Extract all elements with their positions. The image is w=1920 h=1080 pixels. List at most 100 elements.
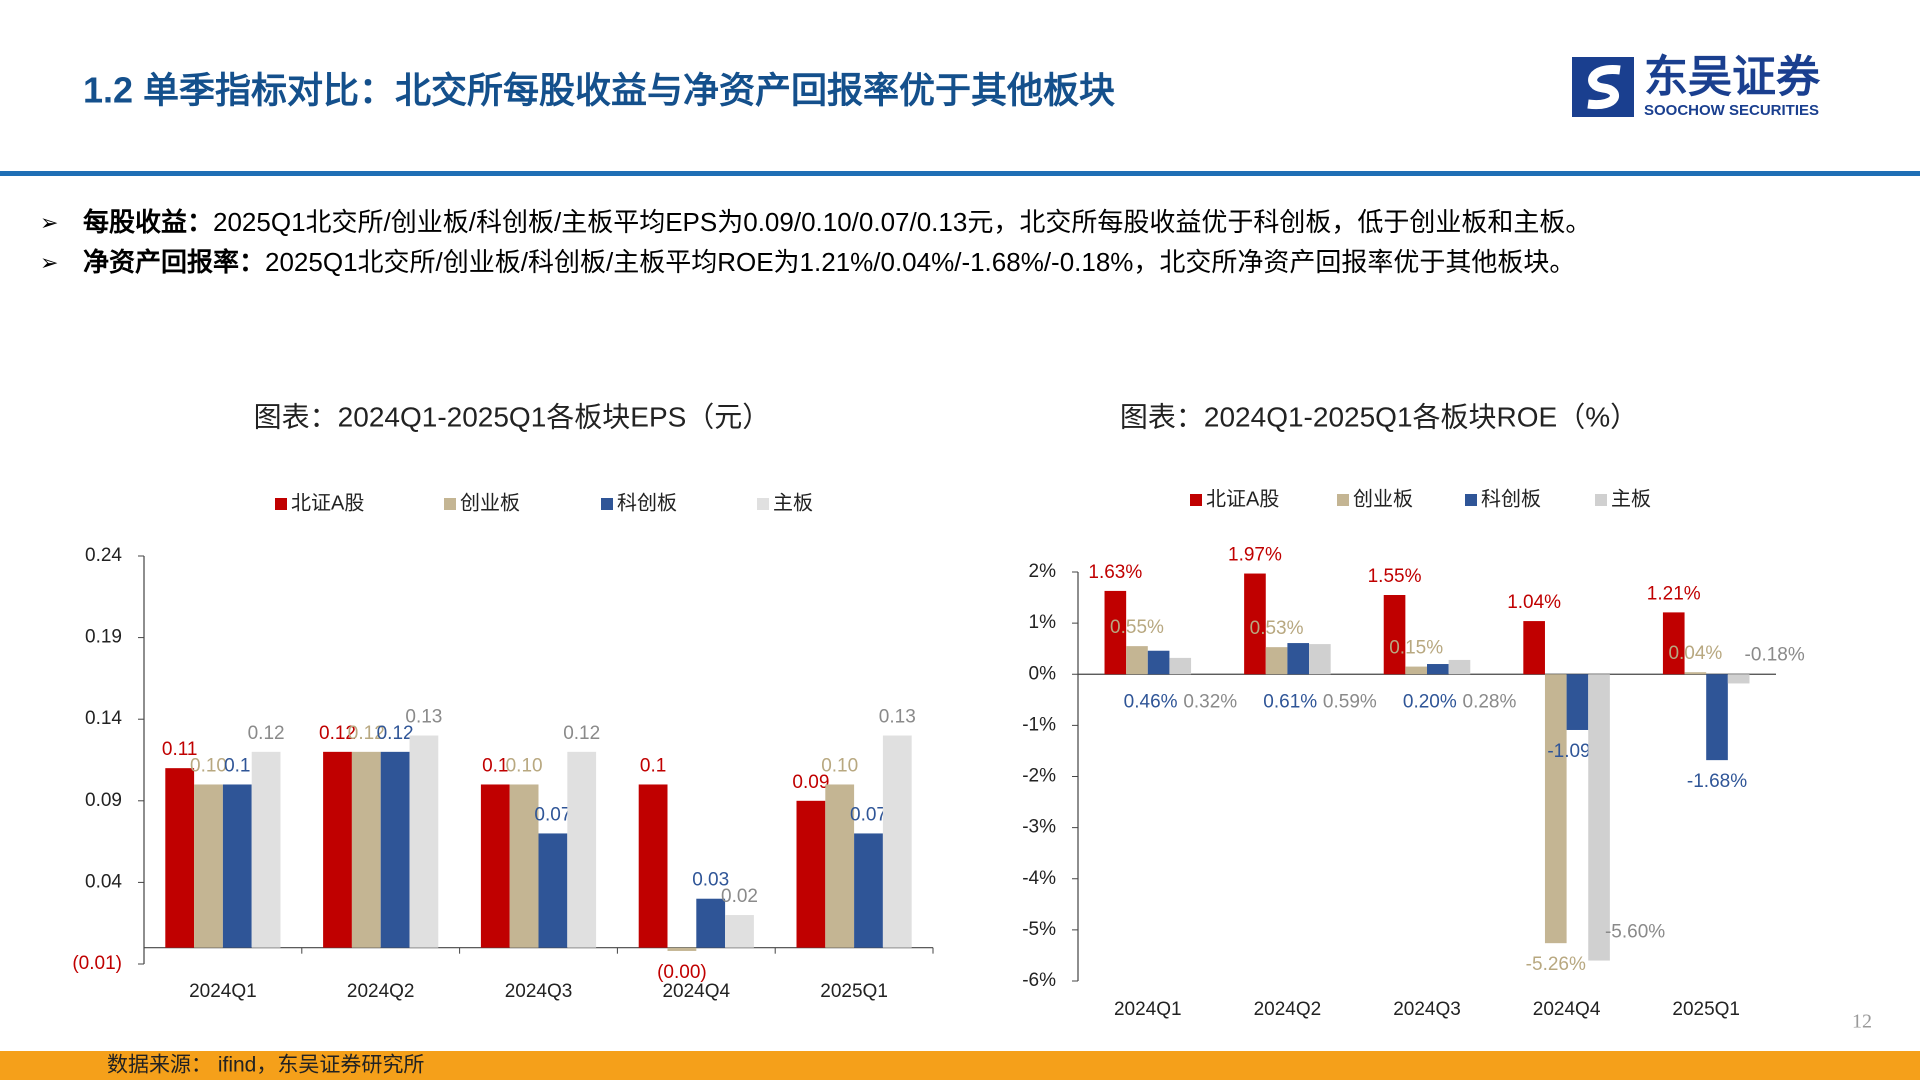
value-label: 0.12 (377, 723, 414, 744)
legend-swatch (601, 498, 613, 510)
value-label: 0.1 (224, 755, 250, 776)
bar (725, 915, 754, 948)
page-number: 12 (1852, 1011, 1872, 1033)
bar (1662, 612, 1685, 675)
x-tick-label: 2024Q2 (347, 981, 415, 1002)
value-label: 0.12 (563, 723, 600, 744)
bar (351, 751, 381, 948)
value-label: 1.97% (1228, 545, 1282, 566)
value-label: 0.07 (534, 804, 571, 825)
legend-label: 北证A股 (1206, 487, 1279, 510)
logo: 东吴证券 SOOCHOW SECURITIES (1572, 53, 1821, 119)
y-tick-label: -6% (1022, 970, 1056, 991)
bar (1147, 650, 1170, 675)
bar (1405, 666, 1427, 675)
bar (1523, 621, 1545, 675)
y-tick-label: 1% (1029, 612, 1057, 633)
y-tick-label: 0.14 (85, 708, 122, 729)
value-label: 0.10 (190, 755, 227, 776)
y-tick-label: -5% (1022, 919, 1056, 940)
legend-label: 主板 (1611, 487, 1651, 510)
value-label: 0.02 (721, 886, 758, 907)
bar (1706, 674, 1728, 761)
legend-swatch (1337, 494, 1349, 506)
value-label: 0.1 (640, 755, 666, 776)
chart-title: 图表：2024Q1-2025Q1各板块ROE（%） (1120, 401, 1638, 432)
bar (194, 784, 223, 948)
bar (1588, 674, 1610, 961)
legend-swatch (1190, 494, 1202, 506)
y-tick-label: 0% (1029, 663, 1057, 684)
value-label: 1.63% (1088, 562, 1142, 583)
legend-label: 创业板 (1353, 487, 1413, 510)
value-label: 0.13 (879, 707, 916, 728)
value-label: 0.46% (1124, 691, 1178, 712)
source: 数据来源： ifind，东吴证券研究所 (107, 1054, 424, 1077)
bar (1287, 643, 1310, 675)
y-tick-label: 0.24 (85, 545, 122, 566)
footer-bar (0, 1051, 1920, 1080)
value-label: (0.00) (657, 962, 707, 983)
bar (380, 751, 410, 948)
value-label: 0.55% (1110, 617, 1164, 638)
value-label: 0.59% (1323, 691, 1377, 712)
bar (1383, 595, 1406, 675)
value-label: 1.04% (1507, 592, 1561, 613)
value-label: -5.26% (1526, 954, 1586, 975)
bullet-text: 2025Q1北交所/创业板/科创板/主板平均ROE为1.21%/0.04%/-1… (265, 247, 1575, 277)
bar (251, 751, 281, 948)
bar (1544, 674, 1567, 944)
legend-label: 创业板 (460, 491, 520, 514)
value-label: 0.61% (1263, 691, 1317, 712)
legend-swatch (757, 498, 769, 510)
bar (1727, 674, 1750, 684)
value-label: 0.20% (1403, 691, 1457, 712)
y-tick-label: -4% (1022, 868, 1056, 889)
bar (796, 800, 826, 948)
bullet: 每股收益：2025Q1北交所/创业板/科创板/主板平均EPS为0.09/0.10… (83, 207, 1591, 237)
value-label: 1.21% (1647, 583, 1701, 604)
legend-swatch (444, 498, 456, 510)
bullet-marker: ➢ (40, 250, 58, 275)
value-label: -5.60% (1605, 922, 1665, 943)
bar (1684, 672, 1707, 675)
value-label: 0.04% (1668, 643, 1722, 664)
bar (165, 768, 195, 948)
y-tick-label: 0.19 (85, 627, 122, 648)
value-label: -1.68% (1687, 771, 1747, 792)
x-tick-label: 2024Q4 (1533, 999, 1601, 1020)
legend-swatch (1595, 494, 1607, 506)
value-label: 0.28% (1463, 691, 1517, 712)
bar (409, 735, 439, 948)
y-tick-label: (0.01) (72, 953, 122, 974)
bullet-label: 净资产回报率： (83, 247, 265, 277)
bar (567, 751, 597, 948)
value-label: 0.12 (348, 723, 385, 744)
value-label: 0.12 (248, 723, 285, 744)
logo-swoosh (1587, 65, 1621, 110)
bar (480, 784, 510, 948)
legend-label: 科创板 (617, 491, 677, 514)
y-tick-label: -3% (1022, 817, 1056, 838)
value-label: 0.07 (850, 804, 887, 825)
legend-label: 北证A股 (291, 491, 364, 514)
legend-swatch (275, 498, 287, 510)
bullet: 净资产回报率：2025Q1北交所/创业板/科创板/主板平均ROE为1.21%/0… (83, 247, 1575, 277)
bar (1126, 646, 1148, 675)
bullet-label: 每股收益： (83, 207, 213, 237)
value-label: 0.13 (405, 707, 442, 728)
x-tick-label: 2025Q1 (1672, 999, 1740, 1020)
x-tick-label: 2024Q2 (1254, 999, 1322, 1020)
y-tick-label: 0.04 (85, 871, 122, 892)
bar (825, 784, 855, 948)
bar (1448, 659, 1471, 675)
bullet-marker: ➢ (40, 210, 58, 235)
legend-swatch (1465, 494, 1477, 506)
legend-label: 主板 (773, 491, 813, 514)
y-tick-label: -2% (1022, 766, 1056, 787)
bar (1244, 573, 1266, 675)
bar (222, 784, 252, 948)
header-rule (0, 171, 1920, 176)
bullet-text: 2025Q1北交所/创业板/科创板/主板平均EPS为0.09/0.10/0.07… (213, 207, 1591, 237)
